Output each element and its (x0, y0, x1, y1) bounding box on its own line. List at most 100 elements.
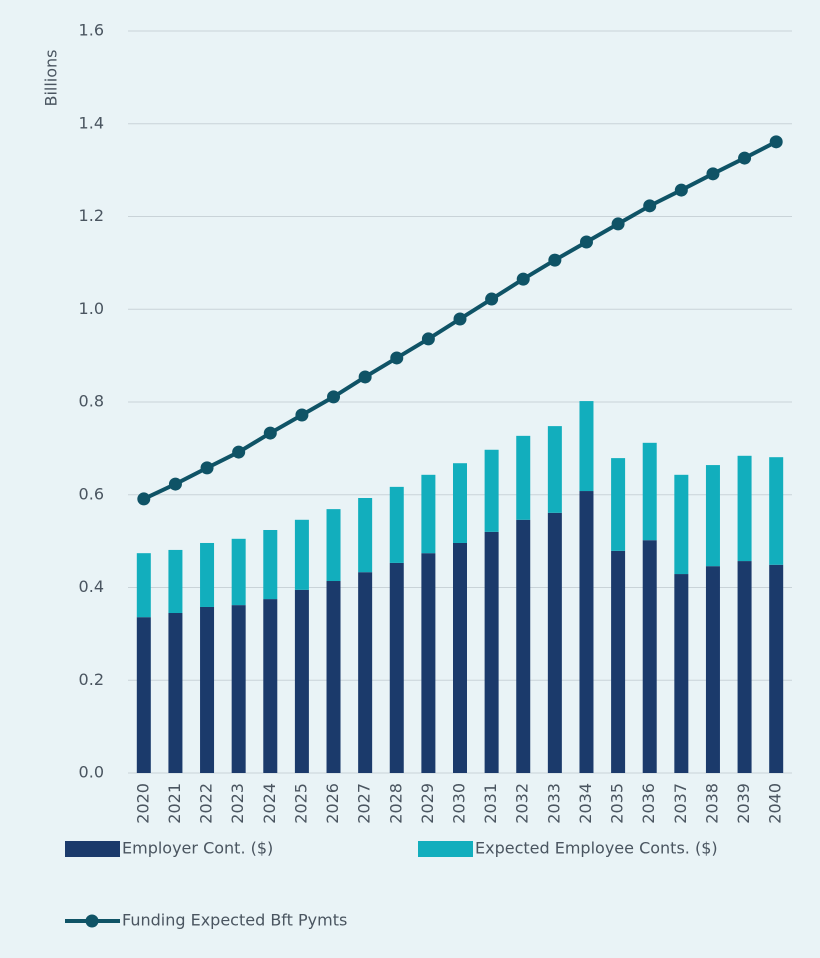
bar (231, 538, 246, 606)
bar (421, 553, 436, 773)
bar (484, 449, 499, 532)
legend-label: Employer Cont. ($) (122, 839, 273, 858)
line-point (485, 292, 499, 306)
bar (547, 426, 562, 513)
line-point (706, 167, 720, 181)
x-tick-label: 2032 (513, 783, 532, 824)
y-tick-label: 1.4 (79, 113, 104, 132)
x-tick-label: 2031 (481, 783, 500, 824)
bar (136, 553, 151, 618)
line-point (421, 332, 435, 346)
bar (579, 491, 594, 773)
bar (168, 613, 183, 773)
legend-label: Funding Expected Bft Pymts (122, 911, 347, 930)
y-tick-label: 0.4 (79, 577, 104, 596)
bar (579, 401, 594, 492)
bar (358, 497, 373, 573)
y-tick-label: 1.6 (79, 21, 104, 40)
y-tick-label: 0.6 (79, 484, 104, 503)
bar (421, 474, 436, 554)
line-point (769, 135, 783, 149)
bar (358, 572, 373, 773)
x-tick-label: 2030 (450, 783, 469, 824)
line-point (232, 445, 246, 459)
line-point (738, 151, 752, 165)
bar (737, 455, 752, 562)
y-tick-label: 1.2 (79, 206, 104, 225)
x-tick-label: 2025 (291, 783, 310, 824)
y-axis-label: Billions (42, 49, 61, 106)
bar (737, 561, 752, 773)
line-point (137, 492, 151, 506)
x-tick-label: 2036 (639, 783, 658, 824)
x-tick-label: 2023 (228, 783, 247, 824)
legend-swatch (85, 914, 99, 928)
line-point (200, 461, 214, 475)
line-point (674, 183, 688, 197)
x-tick-label: 2026 (323, 783, 342, 824)
bar (516, 519, 531, 773)
bar (484, 531, 499, 773)
bar (769, 457, 784, 565)
bar (200, 542, 215, 607)
bar (453, 463, 467, 543)
bar (611, 550, 626, 773)
bar (263, 529, 278, 600)
line-point (611, 217, 625, 231)
bar (326, 581, 341, 773)
x-tick-label: 2027 (355, 783, 374, 824)
bar (263, 599, 278, 773)
line-point (358, 370, 372, 384)
legend-label: Expected Employee Conts. ($) (475, 839, 718, 858)
bar (389, 486, 404, 563)
x-tick-label: 2029 (418, 783, 437, 824)
x-tick-label: 2024 (260, 783, 279, 824)
x-tick-label: 2022 (197, 783, 216, 824)
bar (705, 465, 720, 567)
y-tick-label: 0.2 (79, 670, 104, 689)
line-point (168, 477, 182, 491)
bar (674, 574, 689, 773)
x-tick-label: 2033 (544, 783, 563, 824)
x-tick-label: 2039 (734, 783, 753, 824)
y-tick-label: 0.8 (79, 392, 104, 411)
bar (547, 512, 562, 773)
bar (674, 474, 689, 575)
x-tick-label: 2034 (576, 783, 595, 824)
x-tick-label: 2028 (386, 783, 405, 824)
bar (769, 564, 784, 773)
line-point (516, 272, 530, 286)
legend-swatch (65, 841, 120, 857)
x-tick-label: 2021 (165, 783, 184, 824)
bar (453, 542, 467, 773)
bar (705, 566, 720, 773)
bar (516, 435, 531, 520)
x-tick-label: 2038 (702, 783, 721, 824)
line-point (579, 235, 593, 249)
bar (642, 442, 657, 541)
bar (611, 458, 626, 551)
bar (294, 589, 309, 773)
line-point (643, 199, 657, 213)
legend-swatch (418, 841, 473, 857)
bar (642, 540, 657, 773)
x-tick-label: 2040 (766, 783, 785, 824)
x-tick-label: 2037 (671, 783, 690, 824)
line-point (453, 312, 467, 326)
bar (294, 519, 309, 590)
x-tick-label: 2020 (133, 783, 152, 824)
x-tick-label: 2035 (608, 783, 627, 824)
line-point (327, 390, 341, 404)
bar (168, 549, 183, 614)
y-tick-label: 0.0 (79, 763, 104, 782)
bar (326, 509, 341, 582)
bar (389, 562, 404, 773)
line-point (548, 253, 562, 267)
line-point (295, 408, 309, 422)
line-point (263, 426, 277, 440)
y-tick-label: 1.0 (79, 299, 104, 318)
line-point (390, 351, 404, 365)
